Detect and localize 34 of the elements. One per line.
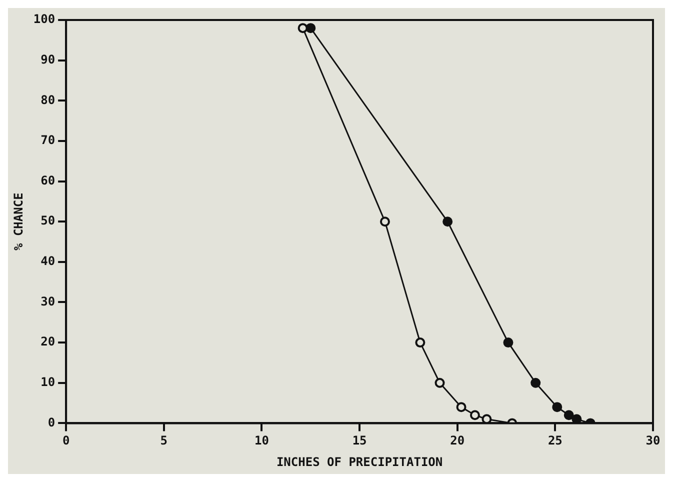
point bbox=[564, 410, 574, 420]
x-tick-label: 15 bbox=[352, 434, 367, 448]
point bbox=[298, 23, 308, 34]
x-tick-label: 0 bbox=[62, 434, 70, 448]
point bbox=[415, 338, 426, 348]
y-tick-label: 90 bbox=[40, 52, 56, 66]
y-tick-label: 60 bbox=[40, 173, 56, 188]
y-tick-label: 100 bbox=[33, 12, 56, 26]
point bbox=[434, 378, 445, 388]
y-axis-title: % CHANCE bbox=[11, 192, 26, 250]
y-tick-label: 10 bbox=[40, 375, 56, 390]
x-axis-title: INCHES OF PRECIPITATION bbox=[276, 454, 443, 469]
point bbox=[456, 402, 466, 412]
point bbox=[470, 410, 480, 420]
y-tick-label: 50 bbox=[40, 214, 56, 228]
point bbox=[552, 402, 562, 412]
point bbox=[482, 414, 492, 424]
point bbox=[572, 414, 582, 424]
point bbox=[306, 23, 316, 34]
x-tick-label: 25 bbox=[548, 434, 562, 448]
y-tick-label: 30 bbox=[40, 294, 56, 308]
x-tick-label: 30 bbox=[646, 434, 660, 448]
point bbox=[530, 378, 541, 388]
y-tick-label: 80 bbox=[40, 92, 56, 107]
y-tick-label: 40 bbox=[40, 254, 56, 268]
x-tick-label: 5 bbox=[160, 434, 168, 448]
y-tick-label: 70 bbox=[40, 133, 56, 148]
x-tick-label: 20 bbox=[450, 434, 465, 448]
point bbox=[442, 216, 453, 227]
x-tick-label: 10 bbox=[254, 434, 269, 448]
point bbox=[380, 216, 390, 227]
y-tick-label: 0 bbox=[48, 415, 56, 430]
y-tick-label: 20 bbox=[40, 334, 56, 349]
point bbox=[503, 338, 514, 348]
